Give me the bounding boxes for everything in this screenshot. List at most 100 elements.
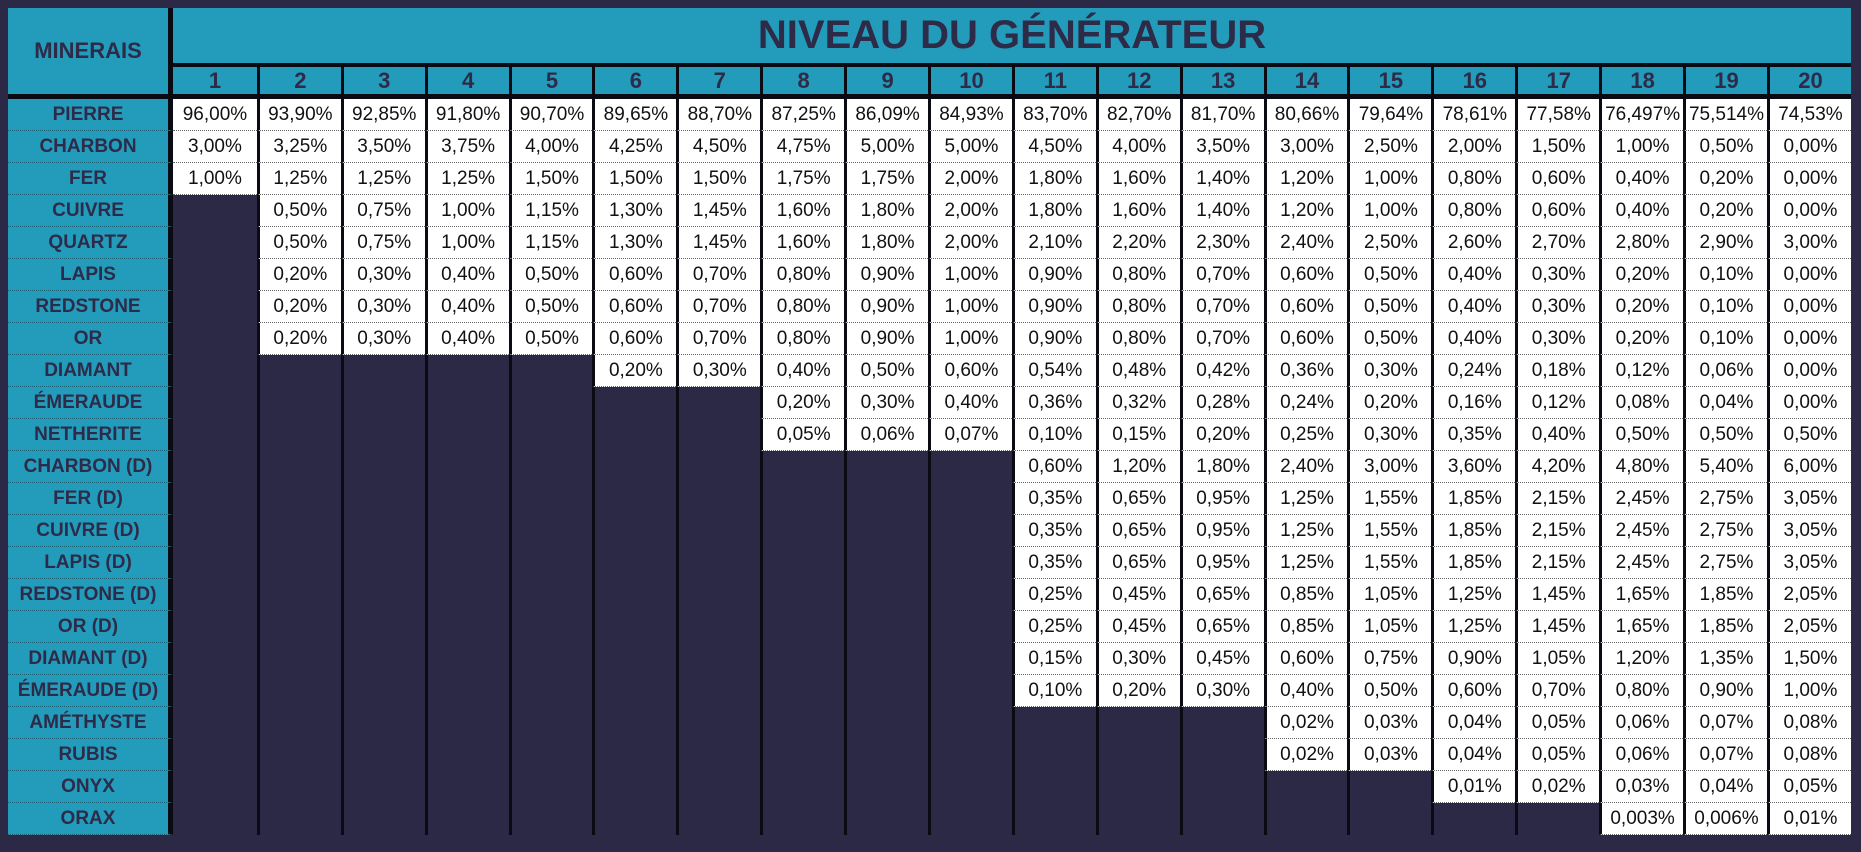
table-row: CUIVRE 0,50% 0,75% 1,00% 1,15% 1,30% 1,45% 1,60… (8, 195, 1851, 227)
probability-cell: 1,40% (1179, 195, 1264, 227)
probability-cell: 0,20% (1179, 419, 1264, 451)
probability-cell: 0,05% (1515, 707, 1600, 739)
probability-cell: 1,45% (1515, 611, 1600, 643)
level-header: 11 (1011, 67, 1096, 99)
probability-cell: 0,50% (1683, 419, 1767, 451)
probability-cell: 1,85% (1683, 579, 1767, 611)
probability-cell: 89,65% (592, 99, 677, 131)
title-row: MINERAIS NIVEAU DU GÉNÉRATEUR (8, 8, 1851, 99)
empty-cell (256, 771, 341, 803)
probability-cell: 1,60% (1095, 195, 1180, 227)
probability-cell: 2,00% (928, 227, 1012, 259)
empty-cell (256, 579, 341, 611)
probability-cell: 0,42% (1179, 355, 1264, 387)
probability-cell: 1,50% (1766, 643, 1851, 675)
probability-cell: 2,80% (1599, 227, 1684, 259)
empty-cell (424, 707, 509, 739)
probability-cell: 88,70% (676, 99, 761, 131)
empty-cell (173, 643, 257, 675)
probability-cell: 0,45% (1095, 579, 1180, 611)
empty-cell (1347, 771, 1432, 803)
empty-cell (676, 547, 761, 579)
probability-cell: 0,35% (1011, 483, 1096, 515)
probability-cell: 1,60% (760, 227, 845, 259)
empty-cell (256, 611, 341, 643)
probability-cell: 2,15% (1515, 547, 1600, 579)
probability-cell: 0,05% (760, 419, 845, 451)
empty-cell (340, 419, 425, 451)
probability-cell: 1,55% (1347, 515, 1432, 547)
probability-cell: 1,00% (1599, 131, 1684, 163)
table-row: CUIVRE (D) 0,35% 0,65% 0,95% 1,25% 1,55% 1,85%… (8, 515, 1851, 547)
empty-cell (340, 355, 425, 387)
empty-cell (676, 579, 761, 611)
probability-cell: 0,50% (1347, 323, 1432, 355)
probability-cell: 0,25% (1011, 579, 1096, 611)
empty-cell (256, 643, 341, 675)
probability-cell: 0,50% (508, 291, 593, 323)
empty-cell (760, 451, 845, 483)
empty-cell (592, 579, 677, 611)
probability-cell: 0,50% (1347, 291, 1432, 323)
probability-cell: 0,70% (1179, 291, 1264, 323)
probability-cell: 1,75% (844, 163, 929, 195)
probability-cell: 0,20% (1095, 675, 1180, 707)
probability-cell: 75,514% (1683, 99, 1767, 131)
table-row: NETHERITE 0,05% 0,06% 0,07% 0,10% 0,15% 0,20% 0… (8, 419, 1851, 451)
empty-cell (844, 675, 929, 707)
empty-cell (508, 803, 593, 835)
probability-cell: 78,61% (1431, 99, 1516, 131)
probability-cell: 0,30% (1347, 419, 1432, 451)
probability-cell: 0,05% (1515, 739, 1600, 771)
empty-cell (173, 227, 257, 259)
probability-cell: 2,60% (1431, 227, 1516, 259)
probability-cell: 2,75% (1683, 483, 1767, 515)
probability-cell: 2,00% (928, 163, 1012, 195)
empty-cell (340, 451, 425, 483)
mineral-label: AMÉTHYSTE (8, 707, 173, 739)
probability-cell: 1,00% (173, 163, 257, 195)
empty-cell (844, 803, 929, 835)
empty-cell (928, 579, 1012, 611)
probability-cell: 0,15% (1095, 419, 1180, 451)
probability-cell: 3,05% (1766, 547, 1851, 579)
probability-cell: 1,80% (1011, 195, 1096, 227)
probability-cell: 0,20% (1599, 323, 1684, 355)
empty-cell (256, 707, 341, 739)
table-row: CHARBON 3,00% 3,25% 3,50% 3,75% 4,00% 4,25% 4,5… (8, 131, 1851, 163)
probability-cell: 0,40% (760, 355, 845, 387)
empty-cell (760, 547, 845, 579)
probability-cell: 0,70% (1515, 675, 1600, 707)
empty-cell (173, 547, 257, 579)
probability-cell: 4,50% (676, 131, 761, 163)
probability-cell: 0,90% (1011, 291, 1096, 323)
mineral-label: REDSTONE (D) (8, 579, 173, 611)
mineral-label: LAPIS (8, 259, 173, 291)
probability-cell: 1,85% (1431, 547, 1516, 579)
empty-cell (424, 483, 509, 515)
probability-cell: 2,40% (1263, 227, 1348, 259)
table-row: ÉMERAUDE (D) 0,10% 0,20% 0,30% 0,40% 0,50% 0,6… (8, 675, 1851, 707)
probability-cell: 0,65% (1179, 611, 1264, 643)
empty-cell (173, 771, 257, 803)
probability-cell: 0,00% (1766, 323, 1851, 355)
empty-cell (928, 515, 1012, 547)
empty-cell (173, 195, 257, 227)
probability-cell: 0,30% (844, 387, 929, 419)
mineral-label: CHARBON (8, 131, 173, 163)
table-row: OR 0,20% 0,30% 0,40% 0,50% 0,60% 0,70% 0,80% 0,9… (8, 323, 1851, 355)
probability-cell: 0,03% (1347, 707, 1432, 739)
probability-cell: 0,70% (676, 291, 761, 323)
table-row: ORAX 0,003% 0,006% 0,01% (8, 803, 1851, 835)
empty-cell (760, 739, 845, 771)
probability-cell: 6,00% (1766, 451, 1851, 483)
probability-cell: 1,05% (1515, 643, 1600, 675)
level-header: 13 (1179, 67, 1264, 99)
empty-cell (424, 387, 509, 419)
empty-cell (173, 387, 257, 419)
probability-cell: 0,90% (844, 323, 929, 355)
probability-cell: 0,30% (1515, 259, 1600, 291)
probability-cell: 2,00% (928, 195, 1012, 227)
probability-cell: 93,90% (256, 99, 341, 131)
probability-cell: 2,45% (1599, 483, 1684, 515)
